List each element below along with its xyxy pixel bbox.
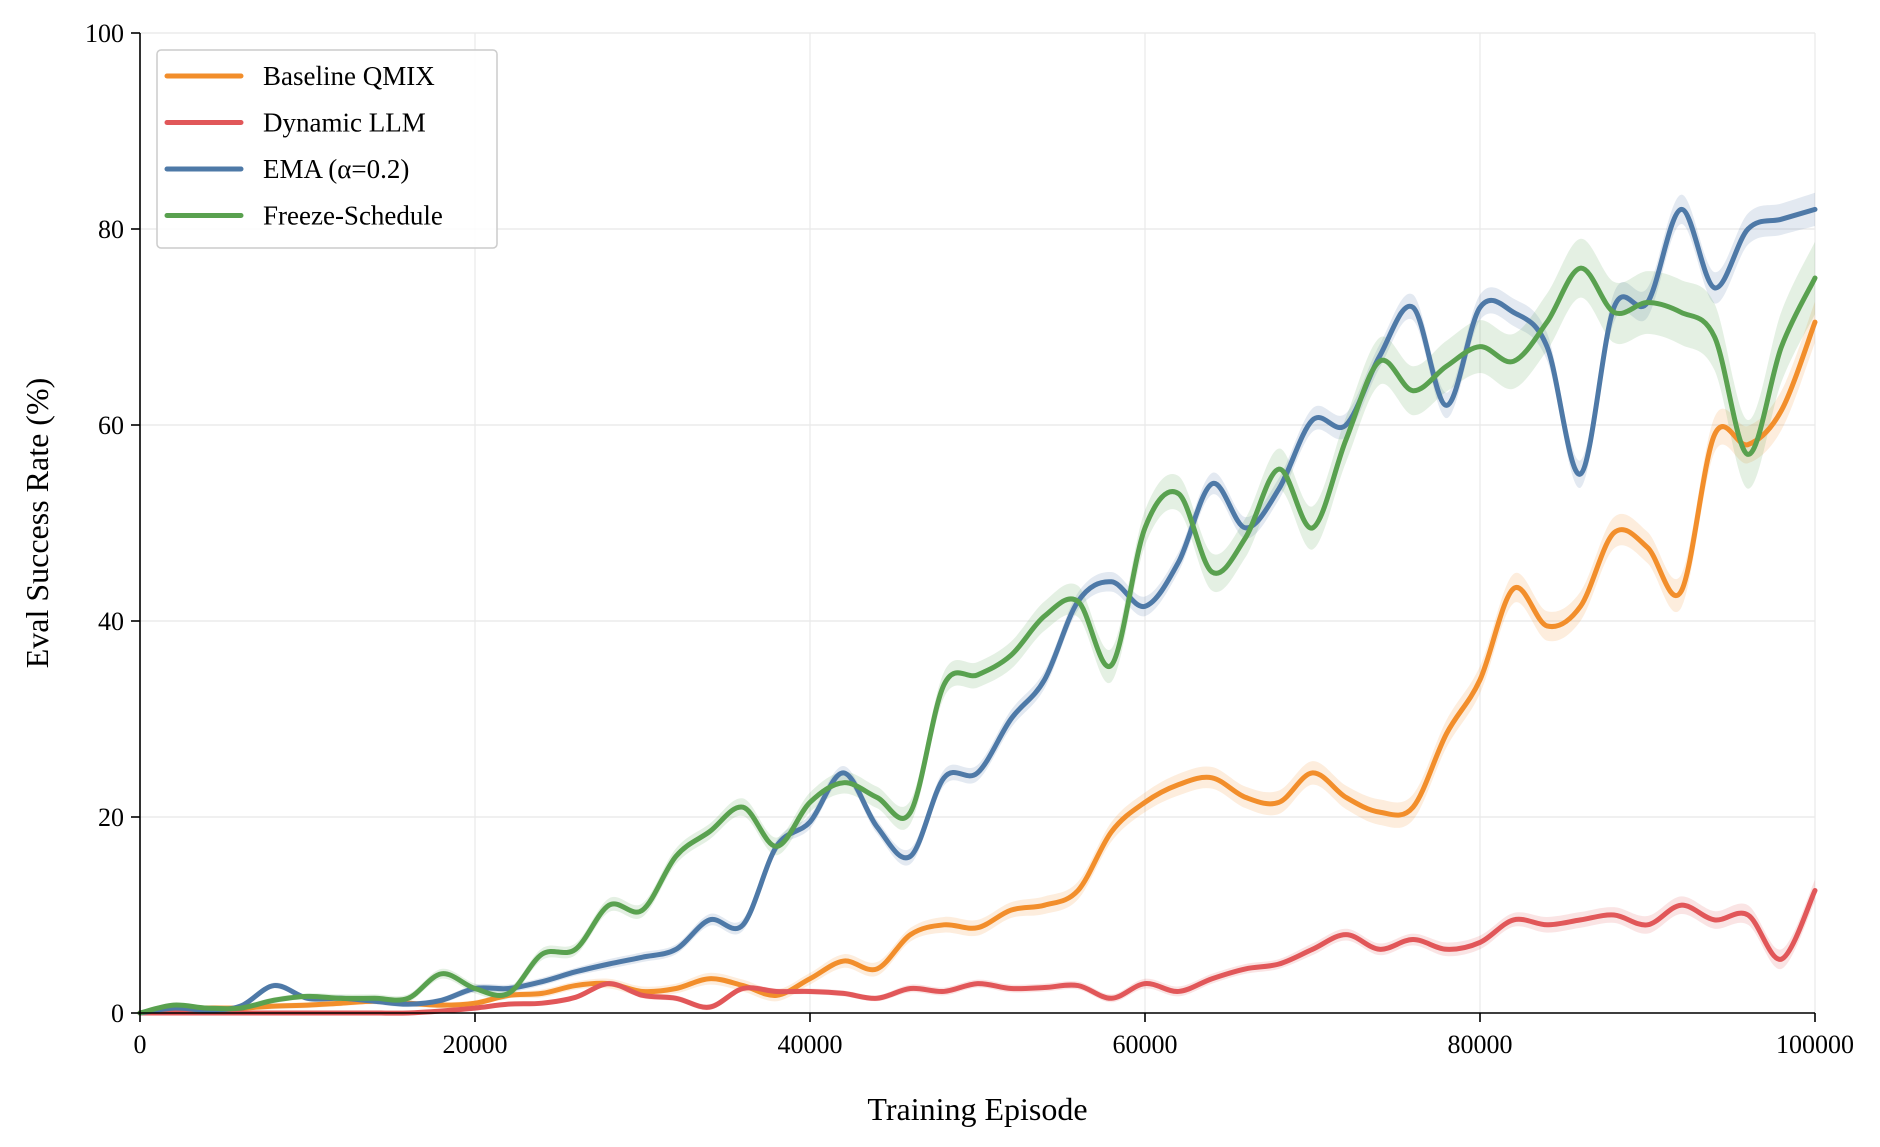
- series-band-dynamic-llm: [140, 879, 1815, 1014]
- y-tick-label: 60: [98, 411, 124, 440]
- y-tick-label: 0: [111, 999, 124, 1028]
- legend: Baseline QMIX Dynamic LLM EMA (α=0.2) Freez…: [156, 49, 498, 249]
- series-line-baseline-qmix: [137, 319, 1818, 1016]
- x-tick-label: 0: [134, 1030, 147, 1059]
- y-axis-label: Eval Success Rate (%): [19, 378, 55, 669]
- series-line-ema-0-2: [137, 206, 1818, 1016]
- x-axis-label: Training Episode: [867, 1091, 1087, 1127]
- legend-label: Freeze-Schedule: [263, 201, 443, 231]
- y-tick-label: 100: [85, 19, 124, 48]
- legend-label: Baseline QMIX: [263, 61, 435, 91]
- x-tick-label: 80000: [1448, 1030, 1513, 1059]
- y-axis-ticks: 0 20 40 60 80 100: [85, 19, 140, 1028]
- series-line-dynamic-llm: [137, 888, 1818, 1016]
- y-tick-label: 80: [98, 215, 124, 244]
- confidence-bands: [140, 192, 1815, 1014]
- legend-label: EMA (α=0.2): [263, 154, 409, 184]
- y-tick-label: 40: [98, 607, 124, 636]
- legend-box: [156, 49, 498, 249]
- x-tick-label: 100000: [1776, 1030, 1854, 1059]
- series-band-baseline-qmix: [140, 301, 1815, 1014]
- x-tick-label: 40000: [778, 1030, 843, 1059]
- x-axis-ticks: 0 20000 40000 60000 80000 100000: [134, 1013, 1854, 1059]
- series-line-freeze-schedule: [137, 265, 1818, 1016]
- y-tick-label: 20: [98, 803, 124, 832]
- series-band-freeze-schedule: [140, 238, 1815, 1013]
- x-tick-label: 60000: [1113, 1030, 1178, 1059]
- legend-label: Dynamic LLM: [263, 108, 426, 138]
- x-tick-label: 20000: [443, 1030, 508, 1059]
- axes: [139, 33, 1815, 1014]
